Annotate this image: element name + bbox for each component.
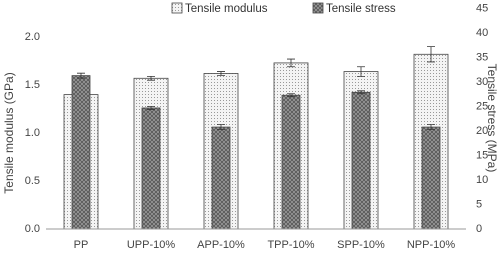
y2-tick-label: 35: [476, 51, 488, 63]
x-tick-label: UPP-10%: [127, 239, 176, 251]
legend-label: Tensile modulus: [185, 3, 268, 15]
legend-swatch: [312, 2, 324, 14]
y2-tick-label: 15: [476, 149, 488, 161]
error-bar: [217, 124, 225, 130]
error-bar: [147, 75, 155, 81]
error-bar: [427, 46, 435, 63]
bar: [281, 94, 301, 230]
y-axis-title: Tensile modulus (GPa): [2, 72, 16, 193]
bar: [211, 126, 231, 230]
y2-tick-label: 5: [476, 198, 482, 210]
y2-tick-label: 20: [476, 125, 488, 137]
x-tick-label: PP: [74, 239, 89, 251]
y2-tick-label: 45: [476, 2, 488, 14]
error-bar: [77, 72, 85, 79]
error-bar: [357, 66, 365, 77]
error-bar: [357, 90, 365, 95]
x-tick-label: TPP-10%: [267, 239, 314, 251]
y2-axis-title: Tensile stress (MPa): [485, 64, 499, 173]
error-bar: [287, 93, 295, 98]
y-tick-label: 0.5: [25, 175, 40, 187]
error-bar: [217, 71, 225, 76]
bar: [71, 75, 91, 230]
y2-tick-label: 10: [476, 174, 488, 186]
error-bar: [427, 124, 435, 130]
x-tick-label: APP-10%: [197, 239, 245, 251]
legend-swatch: [171, 2, 183, 14]
bar: [351, 91, 371, 230]
y2-tick-label: 25: [476, 100, 488, 112]
bar: [141, 107, 161, 230]
error-bar: [287, 58, 295, 68]
x-tick-label: NPP-10%: [407, 239, 456, 251]
y-tick-label: 2.0: [25, 31, 40, 43]
y-tick-label: 1.5: [25, 79, 40, 91]
error-bar: [147, 106, 155, 110]
x-tick-label: SPP-10%: [337, 239, 385, 251]
y2-tick-label: 40: [476, 27, 488, 39]
y2-tick-label: 30: [476, 76, 488, 88]
legend-label: Tensile stress: [326, 3, 396, 15]
y-tick-label: 1.0: [25, 127, 40, 139]
bar: [421, 126, 441, 230]
y2-tick-label: 0: [476, 223, 482, 235]
y-tick-label: 0.0: [25, 223, 40, 235]
